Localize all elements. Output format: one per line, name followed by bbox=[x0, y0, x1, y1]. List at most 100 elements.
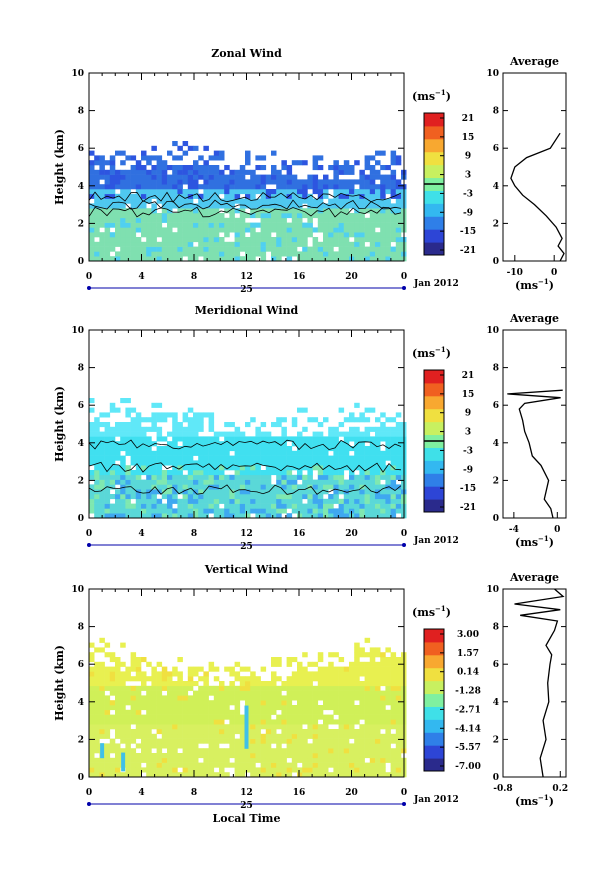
heatmap-cell bbox=[354, 676, 360, 682]
heatmap-cell bbox=[380, 174, 386, 180]
heatmap-cell bbox=[333, 232, 339, 238]
heatmap-cell bbox=[328, 700, 334, 706]
heatmap-cell bbox=[99, 470, 105, 476]
heatmap-cell bbox=[187, 256, 194, 262]
heatmap-cell bbox=[172, 184, 178, 190]
heatmap-cell bbox=[161, 666, 168, 672]
heatmap-cell bbox=[177, 753, 183, 759]
heatmap-cell bbox=[333, 685, 339, 691]
heatmap-cell bbox=[307, 508, 313, 514]
heatmap-cell bbox=[359, 479, 365, 485]
heatmap-cell bbox=[224, 474, 230, 480]
heatmap-cell bbox=[364, 724, 371, 730]
heatmap-cell bbox=[161, 681, 168, 687]
heatmap-cell bbox=[130, 733, 137, 739]
heatmap-cell bbox=[265, 738, 272, 744]
heatmap-cell bbox=[141, 498, 147, 504]
heatmap-cell bbox=[104, 246, 111, 252]
heatmap-cell bbox=[146, 743, 152, 749]
heatmap-cell bbox=[167, 695, 173, 701]
heatmap-cell bbox=[317, 227, 324, 233]
heatmap-cell bbox=[385, 227, 391, 233]
heatmap-cell bbox=[187, 724, 194, 730]
heatmap-cell bbox=[333, 743, 339, 749]
colorbar-units: (ms−1) bbox=[412, 345, 451, 360]
heatmap-cell bbox=[104, 489, 111, 495]
heatmap-cell bbox=[375, 685, 381, 691]
heatmap-cell bbox=[291, 503, 298, 509]
heatmap-cell bbox=[224, 666, 230, 672]
heatmap-cell bbox=[172, 757, 178, 763]
heatmap-cell bbox=[328, 695, 334, 701]
heatmap-cell bbox=[364, 690, 371, 696]
heatmap-cell bbox=[182, 246, 189, 252]
colorbar-swatch bbox=[424, 151, 444, 166]
heatmap-cell bbox=[380, 705, 386, 711]
heatmap-cell bbox=[307, 681, 313, 687]
heatmap-cell bbox=[395, 685, 402, 691]
heatmap-cell bbox=[359, 695, 365, 701]
heatmap-cell bbox=[323, 241, 329, 247]
heatmap-cell bbox=[354, 489, 360, 495]
heatmap-cell bbox=[177, 470, 183, 476]
heatmap-cell bbox=[307, 193, 313, 199]
heatmap-cell bbox=[291, 189, 298, 195]
heatmap-cell bbox=[333, 767, 339, 773]
heatmap-cell bbox=[203, 671, 209, 677]
heatmap-cell bbox=[239, 690, 246, 696]
heatmap-cell bbox=[167, 513, 173, 519]
heatmap-cell bbox=[146, 513, 152, 519]
heatmap-cell bbox=[375, 498, 381, 504]
heatmap-cell bbox=[265, 748, 272, 754]
heatmap-cell bbox=[89, 652, 95, 658]
heatmap-cell bbox=[198, 767, 204, 773]
heatmap-cell bbox=[172, 241, 178, 247]
heatmap-cell bbox=[297, 237, 303, 243]
heatmap-cell bbox=[167, 729, 173, 735]
heatmap-cell bbox=[151, 174, 157, 180]
colorbar-swatch bbox=[424, 203, 444, 217]
heatmap-cell bbox=[193, 237, 199, 243]
heatmap-cell bbox=[369, 174, 376, 180]
heatmap-cell bbox=[167, 174, 173, 180]
avg-y-tick-label: 8 bbox=[493, 623, 499, 633]
x-tick-label: 0 bbox=[86, 529, 92, 539]
x-tick-label: 0 bbox=[401, 529, 407, 539]
heatmap-cell bbox=[291, 681, 298, 687]
heatmap-cell bbox=[177, 762, 183, 768]
heatmap-cell bbox=[302, 729, 308, 735]
heatmap-cell bbox=[364, 446, 371, 452]
avg-y-tick-label: 6 bbox=[493, 660, 499, 670]
heatmap-cell bbox=[182, 436, 189, 442]
heatmap-cell bbox=[203, 470, 209, 476]
heatmap-cell bbox=[208, 169, 215, 175]
heatmap-cell bbox=[219, 489, 225, 495]
heatmap-cell bbox=[250, 174, 256, 180]
heatmap-cell bbox=[307, 690, 313, 696]
heatmap-cell bbox=[271, 465, 277, 471]
heatmap-cell bbox=[219, 719, 225, 725]
heatmap-cell bbox=[343, 503, 350, 509]
heatmap-cell bbox=[375, 494, 381, 500]
heatmap-cell bbox=[125, 227, 131, 233]
heatmap-cell bbox=[260, 743, 267, 749]
heatmap-cell bbox=[115, 671, 121, 677]
heatmap-cell bbox=[187, 465, 194, 471]
heatmap-cell bbox=[260, 213, 267, 219]
heatmap-cell bbox=[364, 426, 371, 432]
heatmap-cell bbox=[291, 709, 298, 715]
heatmap-cell bbox=[364, 227, 371, 233]
heatmap-cell bbox=[198, 227, 204, 233]
heatmap-cell bbox=[395, 193, 402, 199]
heatmap-cell bbox=[343, 465, 350, 471]
heatmap-cell bbox=[250, 705, 256, 711]
heatmap-cell bbox=[234, 227, 241, 233]
heatmap-cell bbox=[120, 203, 126, 209]
heatmap-cell bbox=[281, 484, 287, 490]
heatmap-cell bbox=[198, 503, 204, 509]
heatmap-cell bbox=[151, 470, 157, 476]
heatmap-cell bbox=[104, 494, 111, 500]
y-tick-label: 10 bbox=[71, 585, 84, 595]
heatmap-cell bbox=[224, 738, 230, 744]
heatmap-cell bbox=[94, 729, 100, 735]
